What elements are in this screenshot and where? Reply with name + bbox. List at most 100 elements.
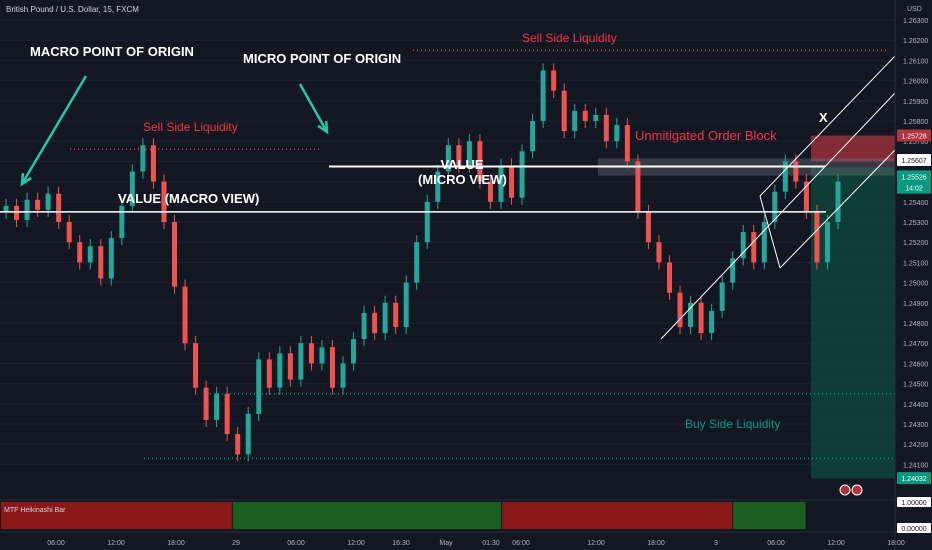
candle-body	[740, 232, 746, 259]
price-tick-label: 1.24500	[903, 382, 928, 389]
arrow-shaft	[20, 75, 88, 185]
candle-body	[456, 145, 462, 166]
symbol-title: British Pound / U.S. Dollar, 15, FXCM	[6, 5, 139, 14]
candle-body	[245, 413, 251, 455]
candle-body	[87, 246, 93, 263]
candle-body	[235, 434, 241, 455]
indicator-pane: 1.00000 0.00000	[0, 497, 932, 533]
candle-body	[540, 70, 546, 121]
price-tick-label: 1.25300	[903, 220, 928, 227]
candle-body	[530, 121, 536, 152]
time-tick-label: 01:30	[482, 540, 500, 547]
price-badge-label: 1.25728	[901, 134, 926, 141]
price-tick-label: 1.25100	[903, 260, 928, 267]
candle-body	[193, 343, 199, 388]
candle-body	[582, 110, 588, 121]
candle-body	[688, 302, 694, 328]
candle-body	[256, 359, 262, 414]
channel-mid-line	[779, 149, 896, 269]
time-tick-label: 29	[232, 540, 240, 547]
sell-side-liquidity-left-label: Sell Side Liquidity	[143, 120, 238, 134]
price-tick-label: 1.25800	[903, 119, 928, 126]
candle-body	[56, 193, 62, 222]
value-micro-label: VALUE (MICRO VIEW)	[418, 157, 507, 187]
indicator-axis-badge	[897, 497, 931, 507]
candle-body	[487, 181, 493, 202]
candle-body	[803, 181, 809, 212]
candle-body	[782, 161, 788, 192]
candle-body	[719, 282, 725, 311]
price-tick-label: 1.24400	[903, 402, 928, 409]
chart-grid	[0, 19, 895, 465]
candle-body	[298, 343, 304, 380]
candle-body	[835, 181, 841, 222]
price-badge-label: 1.25607	[901, 158, 926, 165]
candle-body	[614, 125, 620, 142]
value-micro-line-2: (MICRO VIEW)	[418, 172, 507, 187]
indicator-bar	[1, 502, 232, 529]
candle-body	[751, 232, 757, 263]
indicator-axis-badge	[897, 523, 931, 533]
buy-side-liquidity-label: Buy Side Liquidity	[685, 417, 781, 431]
candle-body	[435, 171, 441, 202]
candle-body	[814, 211, 820, 263]
candle-body	[551, 70, 557, 91]
candle-body	[635, 161, 641, 212]
candle-body	[372, 312, 378, 334]
time-tick-label: 18:00	[647, 540, 665, 547]
price-badge	[897, 153, 931, 166]
price-tick-label: 1.24100	[903, 462, 928, 469]
candle-body	[645, 211, 651, 243]
price-tick-label: 1.25900	[903, 99, 928, 106]
price-tick-label: 1.26000	[903, 79, 928, 86]
candle-body	[509, 165, 515, 198]
price-tick-label: 1.25200	[903, 240, 928, 247]
price-badge	[897, 181, 931, 194]
time-tick-label: 12:00	[347, 540, 365, 547]
time-tick-label: 18:00	[887, 540, 905, 547]
arrow-head	[20, 172, 32, 187]
price-tick-label: 1.25700	[903, 139, 928, 146]
candle-body	[308, 343, 314, 364]
price-tick-label: 1.26200	[903, 38, 928, 45]
time-tick-label: 12:00	[107, 540, 125, 547]
candle-body	[666, 262, 672, 293]
price-tick-label: 1.24600	[903, 361, 928, 368]
micro-origin-label: MICRO POINT OF ORIGIN	[243, 51, 402, 66]
price-tick-label: 1.26300	[903, 18, 928, 25]
candle-body	[593, 114, 599, 121]
value-micro-line-1: VALUE	[440, 157, 484, 172]
candle-body	[519, 151, 525, 198]
indicator-axis-label: 1.00000	[901, 500, 926, 507]
indicator-bar	[502, 502, 733, 529]
price-tick-label: 1.26100	[903, 58, 928, 65]
indicator-axis-label: 0.00000	[901, 526, 926, 533]
order-block-label: Unmitigated Order Block	[635, 128, 777, 143]
indicator-title: MTF Heikinashi Bar	[4, 507, 66, 514]
candle-body	[203, 387, 209, 420]
price-badge	[897, 170, 931, 183]
candle-body	[24, 199, 30, 220]
sell-side-liquidity-top-label: Sell Side Liquidity	[522, 31, 617, 45]
price-badge	[897, 472, 931, 485]
candle-body	[624, 125, 630, 162]
candle-body	[761, 222, 767, 263]
candle-body	[98, 246, 104, 279]
candle-body	[698, 302, 704, 334]
candle-body	[477, 141, 483, 182]
candle-body	[224, 393, 230, 435]
candlestick-series	[3, 63, 841, 462]
x-mark-label: X	[819, 110, 828, 125]
price-tick-label: 1.24800	[903, 321, 928, 328]
candle-body	[287, 353, 293, 380]
candle-body	[361, 312, 367, 340]
candle-body	[182, 286, 188, 344]
price-badge-label: 14:02	[905, 186, 923, 193]
time-tick-label: 16:30	[392, 540, 410, 547]
candle-body	[119, 205, 125, 239]
price-tick-label: 1.24700	[903, 341, 928, 348]
price-tick-label: 1.24200	[903, 442, 928, 449]
candle-body	[266, 359, 272, 388]
time-tick-label: 12:00	[587, 540, 605, 547]
